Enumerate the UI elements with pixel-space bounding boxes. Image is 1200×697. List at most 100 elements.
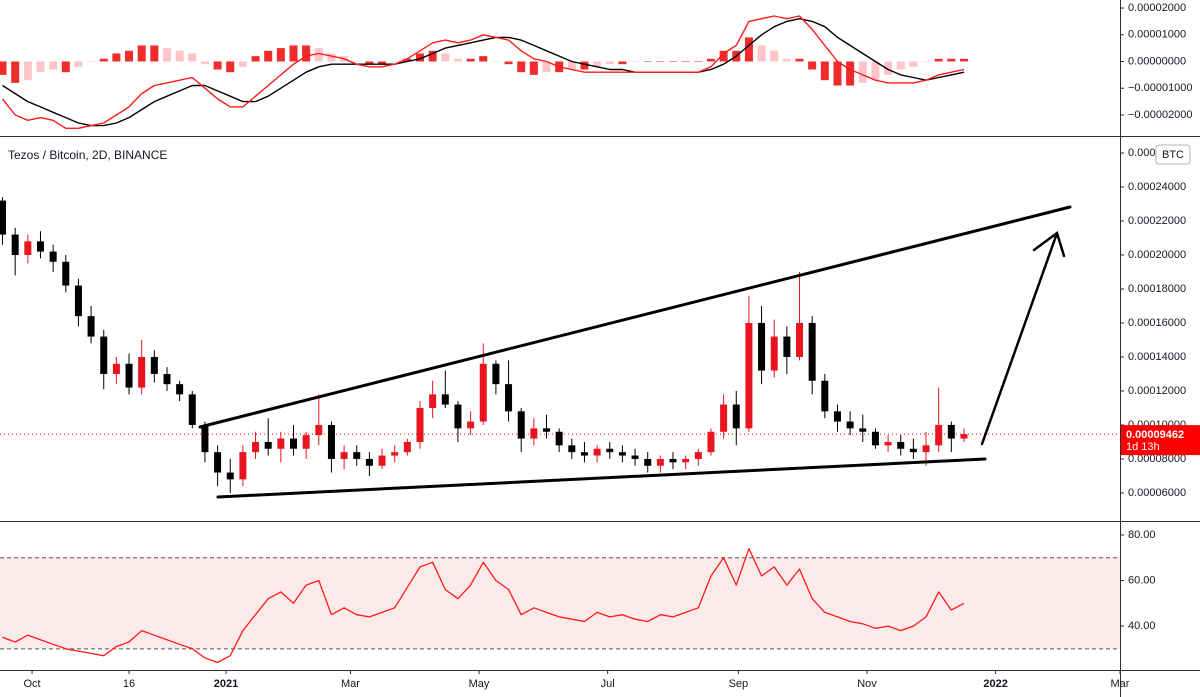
y-tick-label: 0.00018000 bbox=[1128, 283, 1186, 295]
candle-body bbox=[909, 448, 917, 453]
candle-body bbox=[315, 424, 323, 436]
candle-body bbox=[176, 384, 184, 395]
candle-body bbox=[378, 455, 386, 466]
lower-trendline bbox=[216, 457, 987, 499]
arrow-shaft bbox=[980, 234, 1058, 446]
band-fill bbox=[0, 557, 1120, 649]
histogram-bar bbox=[517, 61, 526, 73]
y-tick-label: 0.00000000 bbox=[1128, 55, 1186, 67]
histogram-bar bbox=[11, 61, 20, 83]
y-tick-label: 0.00008000 bbox=[1128, 453, 1186, 465]
histogram-bar bbox=[593, 61, 602, 67]
y-tick-label: 40.00 bbox=[1128, 620, 1156, 632]
y-tick-label: 0.00022000 bbox=[1128, 215, 1186, 227]
candle-body bbox=[796, 322, 804, 357]
candle-body bbox=[87, 316, 95, 337]
histogram-bar bbox=[74, 61, 83, 67]
candle-body bbox=[24, 241, 32, 255]
histogram-bar bbox=[327, 53, 336, 62]
candle-body bbox=[302, 435, 310, 449]
x-tick-label: 2022 bbox=[983, 678, 1007, 690]
histogram-bar bbox=[681, 61, 690, 62]
y-tick-label: 0.00024000 bbox=[1128, 181, 1186, 193]
histogram-bar bbox=[466, 58, 475, 62]
histogram-bar bbox=[200, 61, 209, 65]
histogram-bar bbox=[61, 61, 70, 73]
histogram-bar bbox=[567, 61, 576, 70]
line-series bbox=[2, 547, 965, 664]
candle-body bbox=[593, 448, 601, 456]
candle-body bbox=[492, 363, 500, 385]
histogram-bar bbox=[959, 58, 968, 62]
x-tick-label: 2021 bbox=[214, 678, 238, 690]
candle-body bbox=[188, 394, 196, 425]
candle-body bbox=[783, 336, 791, 357]
candle-body bbox=[745, 322, 753, 429]
candle-body bbox=[821, 380, 829, 412]
candle-body bbox=[467, 421, 475, 429]
histogram-bar bbox=[162, 48, 171, 62]
y-tick-label: 0.00002000 bbox=[1128, 2, 1186, 14]
candle-body bbox=[947, 424, 955, 439]
histogram-bar bbox=[289, 45, 298, 62]
last-price-badge bbox=[1121, 425, 1200, 456]
candle-body bbox=[682, 458, 690, 463]
y-tick-label: 0.00020000 bbox=[1128, 249, 1186, 261]
histogram-bar bbox=[631, 61, 640, 62]
candle-body bbox=[403, 441, 411, 453]
candle-body bbox=[770, 336, 778, 371]
histogram-bar bbox=[137, 45, 146, 62]
candle-body bbox=[163, 373, 171, 385]
histogram-bar bbox=[314, 48, 323, 62]
candle-body bbox=[897, 441, 905, 449]
histogram-bar bbox=[150, 45, 159, 62]
line-series bbox=[1, 15, 965, 129]
histogram-bar bbox=[112, 53, 121, 62]
histogram-bar bbox=[390, 61, 399, 62]
candle-body bbox=[0, 200, 7, 235]
x-tick-label: May bbox=[469, 678, 490, 690]
candle-body bbox=[543, 428, 551, 432]
histogram-bar bbox=[23, 61, 32, 81]
candle-body bbox=[340, 452, 348, 459]
candle-body bbox=[618, 452, 626, 456]
unit-badge[interactable] bbox=[1155, 144, 1191, 165]
histogram-bar bbox=[719, 50, 728, 62]
candle-body bbox=[884, 441, 892, 446]
y-tick-label: 0.00014000 bbox=[1128, 351, 1186, 363]
candle-body bbox=[150, 356, 158, 374]
candle-body bbox=[631, 455, 639, 459]
histogram-bar bbox=[504, 61, 513, 65]
y-tick-label: 0.00012000 bbox=[1128, 385, 1186, 397]
histogram-bar bbox=[820, 61, 829, 81]
candle-body bbox=[441, 394, 449, 405]
candle-body bbox=[669, 458, 677, 463]
histogram-bar bbox=[909, 61, 918, 67]
histogram-bar bbox=[669, 61, 678, 62]
candle-body bbox=[694, 452, 702, 459]
histogram-bar bbox=[352, 61, 361, 62]
x-tick-label: Mar bbox=[1111, 678, 1130, 690]
candle-body bbox=[201, 424, 209, 453]
candle-body bbox=[454, 404, 462, 429]
y-tick-label: 0.00001000 bbox=[1128, 29, 1186, 41]
histogram-bar bbox=[403, 58, 412, 62]
candle-body bbox=[922, 445, 930, 453]
histogram-bar bbox=[479, 56, 488, 62]
candle-body bbox=[289, 438, 297, 449]
unit-label: BTC bbox=[1162, 149, 1184, 161]
trend-drawings bbox=[198, 205, 1072, 499]
histogram-bar bbox=[529, 61, 538, 75]
histogram-bar bbox=[744, 37, 753, 62]
y-tick-label: 0.00016000 bbox=[1128, 317, 1186, 329]
histogram-bar bbox=[428, 50, 437, 62]
histogram-bar bbox=[542, 61, 551, 73]
candle-body bbox=[644, 458, 652, 466]
histogram-bar bbox=[694, 61, 703, 62]
candle-body bbox=[846, 421, 854, 429]
candle-body bbox=[656, 458, 664, 466]
y-tick-label: −0.00002000 bbox=[1128, 109, 1193, 121]
